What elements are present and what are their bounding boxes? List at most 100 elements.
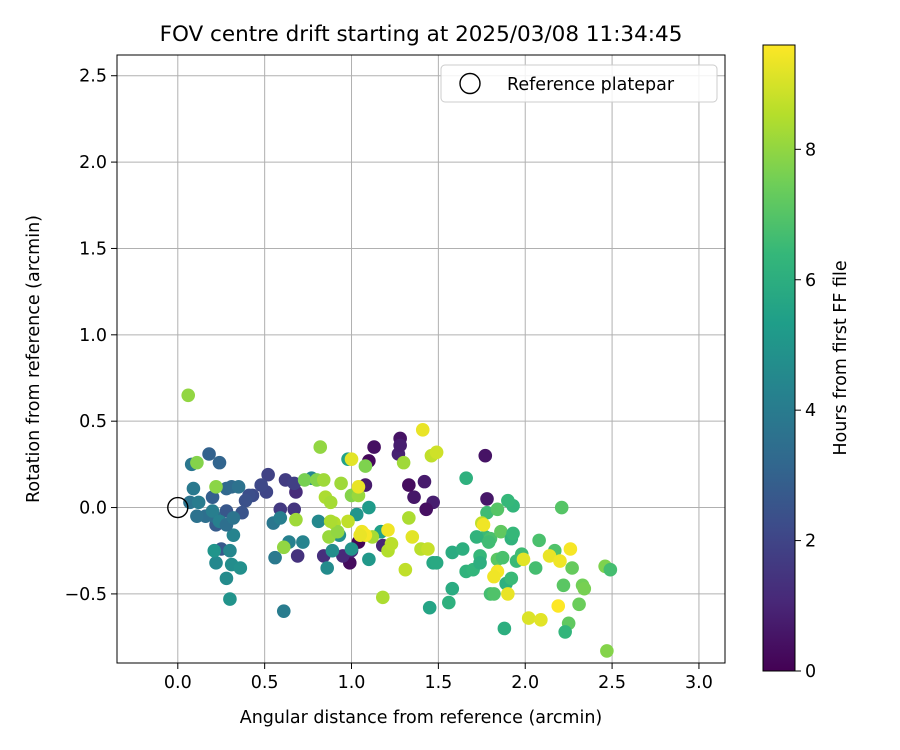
data-point — [558, 625, 572, 639]
data-point — [358, 459, 373, 473]
data-point — [422, 600, 437, 615]
data-point — [487, 587, 501, 601]
data-point — [296, 535, 310, 549]
data-point — [325, 543, 340, 558]
data-point — [429, 556, 444, 570]
colorbar-tick-label: 4 — [805, 401, 816, 421]
data-point — [445, 581, 460, 596]
data-point — [367, 440, 381, 454]
data-point — [276, 604, 291, 618]
data-point — [490, 502, 505, 517]
data-point — [205, 504, 220, 518]
data-point — [334, 476, 348, 491]
data-point — [362, 500, 376, 515]
x-tick-label: 0.0 — [164, 673, 192, 693]
data-point — [421, 542, 435, 556]
data-point — [603, 562, 618, 577]
colorbar-ticks: 0 2 4 6 8 — [795, 140, 816, 682]
y-axis: −0.5 0.0 0.5 1.0 1.5 2.0 2.5 — [65, 67, 117, 605]
data-point — [238, 493, 253, 508]
data-point — [528, 561, 543, 575]
data-point — [476, 518, 491, 532]
data-point — [223, 543, 237, 558]
y-tick-label: 2.0 — [79, 153, 107, 173]
data-point — [521, 611, 536, 625]
data-point — [330, 524, 345, 539]
data-point — [415, 423, 430, 437]
colorbar-tick-label: 0 — [805, 662, 816, 682]
data-point — [289, 512, 303, 527]
data-point — [542, 549, 557, 563]
data-point — [375, 590, 390, 605]
data-point — [445, 545, 460, 560]
data-point — [563, 542, 578, 556]
data-point — [381, 523, 395, 537]
data-point — [207, 543, 222, 558]
data-point — [600, 644, 614, 658]
data-point — [287, 502, 301, 517]
colorbar — [762, 44, 796, 672]
data-point — [429, 445, 444, 460]
reference-platepar-marker — [167, 496, 189, 519]
data-point — [480, 505, 494, 520]
data-point — [273, 511, 288, 525]
data-point — [344, 452, 359, 466]
y-tick-label: 1.5 — [79, 239, 107, 259]
data-point — [480, 492, 494, 506]
data-point — [316, 473, 331, 487]
data-point — [362, 552, 376, 567]
data-point — [190, 455, 204, 470]
data-point — [478, 448, 493, 463]
data-point — [497, 621, 512, 636]
data-point — [501, 587, 515, 601]
colorbar-tick-label: 2 — [805, 532, 816, 552]
data-point — [554, 500, 569, 515]
data-point — [190, 509, 204, 523]
data-point — [487, 569, 501, 584]
data-point — [473, 556, 487, 570]
data-point — [481, 535, 496, 549]
data-point — [532, 533, 546, 548]
legend-box — [440, 64, 718, 103]
legend-marker — [459, 72, 481, 95]
legend-label: Reference platepar — [507, 75, 675, 95]
data-point — [441, 595, 456, 610]
data-point — [501, 493, 515, 508]
x-tick-label: 2.5 — [598, 673, 626, 693]
data-point — [398, 562, 413, 577]
data-point — [261, 467, 275, 482]
data-point — [226, 511, 241, 525]
data-point — [495, 550, 510, 565]
data-point — [393, 438, 407, 453]
data-point — [402, 478, 416, 492]
y-tick-label: 2.5 — [79, 67, 107, 87]
data-point — [323, 495, 338, 510]
data-point — [353, 528, 368, 542]
colorbar-tick-label: 8 — [805, 140, 816, 160]
data-point — [419, 502, 434, 517]
data-point — [494, 524, 508, 539]
y-axis-label: Rotation from reference (arcmin) — [24, 215, 44, 503]
legend: Reference platepar — [440, 64, 718, 103]
data-point — [402, 511, 416, 525]
data-point — [455, 542, 470, 556]
data-point — [506, 526, 520, 541]
colorbar-tick-label: 6 — [805, 271, 816, 291]
data-point — [577, 581, 592, 596]
plot-frame — [116, 54, 726, 664]
data-point — [565, 561, 579, 575]
data-point — [516, 552, 531, 567]
x-axis-label: Angular distance from reference (arcmin) — [240, 708, 603, 728]
data-point — [186, 481, 201, 496]
data-point — [320, 561, 334, 575]
data-point — [205, 490, 220, 504]
data-point — [313, 440, 328, 454]
x-tick-label: 0.5 — [251, 673, 279, 693]
colorbar-label: Hours from first FF file — [831, 260, 851, 455]
x-tick-label: 2.0 — [511, 673, 539, 693]
data-point — [191, 495, 206, 510]
data-point — [287, 476, 301, 491]
data-point — [202, 447, 216, 461]
data-point — [297, 473, 312, 487]
